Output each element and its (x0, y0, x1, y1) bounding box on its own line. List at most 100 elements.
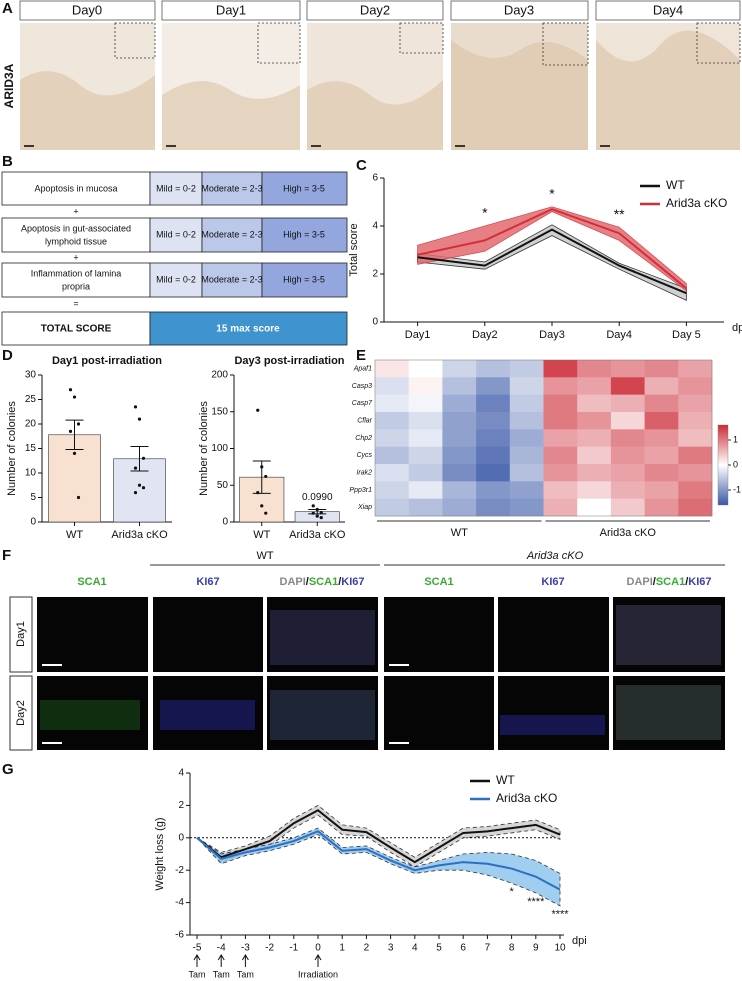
heatmap-cell (375, 412, 409, 430)
grade: Moderate = 2-3 (201, 274, 262, 284)
heatmap-cell (408, 464, 443, 482)
row-label: Cycs (356, 452, 372, 459)
fluorescence-image (37, 676, 148, 750)
grade: Moderate = 2-3 (201, 183, 262, 193)
inset (542, 22, 589, 66)
heatmap-cell (408, 498, 443, 517)
fluorescence-image (384, 597, 494, 672)
stain (40, 700, 140, 730)
heatmap-cell (644, 481, 679, 499)
x-axis-label: dpi (572, 935, 587, 947)
heatmap-cell (442, 412, 477, 430)
fluorescence-image (384, 676, 494, 750)
inset (257, 22, 301, 64)
data-point (72, 451, 77, 455)
heatmap-cell (509, 394, 544, 413)
y-tick-label: 30 (25, 370, 37, 381)
x-tick-label: -3 (241, 943, 250, 954)
series-line (196, 809, 561, 864)
event-label: Irradiation (298, 969, 338, 979)
grade: Mild = 0-2 (156, 229, 196, 239)
y-tick-label: 20 (25, 419, 37, 430)
y-tick-label: 200 (211, 370, 228, 381)
heatmap-cell (408, 360, 443, 378)
x-tick-label: -2 (265, 943, 274, 954)
panel-label: D (2, 347, 13, 364)
heatmap-cell (408, 377, 443, 395)
x-tick-label: WT (66, 529, 83, 541)
heatmap-cell (476, 360, 511, 378)
heatmap-cell (678, 412, 713, 430)
heatmap-cell (678, 429, 713, 447)
heatmap-cell (577, 446, 612, 465)
data-point (133, 405, 138, 409)
data-point (315, 514, 319, 518)
legend-label: Arid3a cKO (496, 791, 557, 805)
row-label: Cflar (357, 418, 372, 425)
fluorescence-image (613, 676, 725, 750)
heatmap-cell (543, 360, 578, 378)
annotation: **** (551, 909, 569, 921)
heatmap-cell (644, 360, 679, 378)
heatmap-cell (476, 498, 511, 517)
channel-label: KI67 (541, 576, 564, 588)
heatmap-cell (543, 498, 578, 517)
series-line (196, 830, 561, 891)
x-tick-label: Arid3a cKO (111, 529, 168, 541)
channel-part: KI67 (688, 576, 711, 588)
criterion: Apoptosis in mucosa (34, 183, 117, 193)
heatmap-cell (543, 481, 578, 499)
data-point (264, 474, 268, 479)
grade-box (261, 217, 348, 253)
channel-label: KI67 (196, 576, 219, 588)
x-tick-label: Day4 (606, 329, 632, 341)
y-tick-label: 25 (25, 394, 37, 405)
heatmap-cell (644, 446, 679, 465)
grade: Mild = 0-2 (156, 183, 196, 193)
grade: High = 3-5 (283, 274, 325, 284)
y-tick-label: 6 (372, 173, 378, 184)
total-box (1, 311, 151, 346)
row-box (9, 596, 33, 673)
channel-part: / (338, 576, 341, 588)
inset (696, 22, 741, 64)
total-value-box (149, 311, 348, 346)
annotation: **** (527, 896, 545, 908)
data-point (76, 495, 81, 500)
chart-title: Day3 post-irradiation (234, 355, 344, 367)
event-arrow (193, 954, 201, 967)
data-point (72, 395, 77, 399)
stain (160, 700, 255, 730)
heatmap-cell (375, 464, 409, 482)
annotation: * (549, 186, 555, 202)
heatmap-cell (644, 498, 679, 517)
event-arrow (314, 954, 322, 967)
x-tick-label: -1 (289, 943, 298, 954)
heatmap-cell (644, 464, 679, 482)
heatmap-cell (678, 360, 713, 378)
heatmap-cell (408, 412, 443, 430)
x-tick-label: 3 (388, 943, 394, 954)
fluorescence-image (267, 676, 378, 750)
series-line (417, 208, 688, 290)
grade: Mild = 0-2 (156, 274, 196, 284)
legend-label: Arid3a cKO (666, 196, 727, 210)
x-tick-label: 2 (364, 943, 370, 954)
y-tick-label: 15 (25, 443, 37, 454)
row-label: Irak2 (356, 470, 372, 477)
annotation: * (509, 886, 514, 898)
channel-part: DAPI (627, 576, 653, 588)
row-label: Casp3 (352, 383, 372, 390)
header-box (306, 0, 444, 21)
annotation: 0.0990 (302, 492, 333, 503)
y-tick-label: 100 (211, 443, 228, 454)
data-point (311, 504, 315, 508)
heatmap-cell (678, 394, 713, 413)
channel-label: DAPI/SCA1/KI67 (280, 576, 365, 588)
stain (616, 605, 721, 665)
panel-label: A (2, 0, 13, 17)
criterion: Apoptosis in gut-associated (21, 223, 131, 233)
heatmap-cell (375, 498, 409, 517)
